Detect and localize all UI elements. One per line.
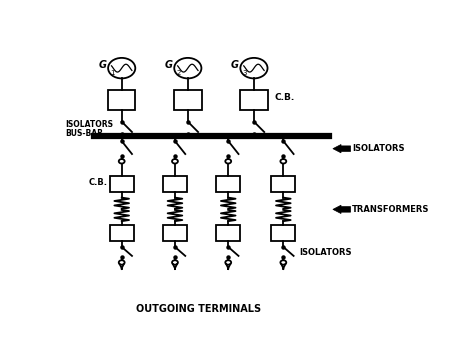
Text: BUS-BAR: BUS-BAR xyxy=(65,129,103,138)
Text: G: G xyxy=(230,60,238,70)
Text: 3: 3 xyxy=(242,69,246,76)
Bar xyxy=(240,90,268,110)
Text: G: G xyxy=(98,60,106,70)
Text: C.B.: C.B. xyxy=(89,178,108,187)
Text: ISOLATORS: ISOLATORS xyxy=(65,120,113,129)
Bar xyxy=(163,225,187,242)
Bar xyxy=(110,225,134,242)
Text: C.B.: C.B. xyxy=(274,93,294,102)
Bar xyxy=(272,225,295,242)
Bar xyxy=(174,90,201,110)
Bar xyxy=(163,176,187,192)
Bar xyxy=(110,176,134,192)
Bar xyxy=(216,176,240,192)
Text: ISOLATORS: ISOLATORS xyxy=(352,144,404,153)
Bar xyxy=(108,90,136,110)
Bar xyxy=(272,176,295,192)
Text: 1: 1 xyxy=(110,69,114,76)
Polygon shape xyxy=(333,205,351,213)
Text: OUTGOING TERMINALS: OUTGOING TERMINALS xyxy=(137,304,261,314)
Text: 2: 2 xyxy=(176,69,181,76)
Bar xyxy=(216,225,240,242)
Text: ISOLATORS: ISOLATORS xyxy=(299,248,351,257)
Text: TRANSFORMERS: TRANSFORMERS xyxy=(352,205,429,214)
Text: G: G xyxy=(164,60,173,70)
Polygon shape xyxy=(333,144,351,153)
